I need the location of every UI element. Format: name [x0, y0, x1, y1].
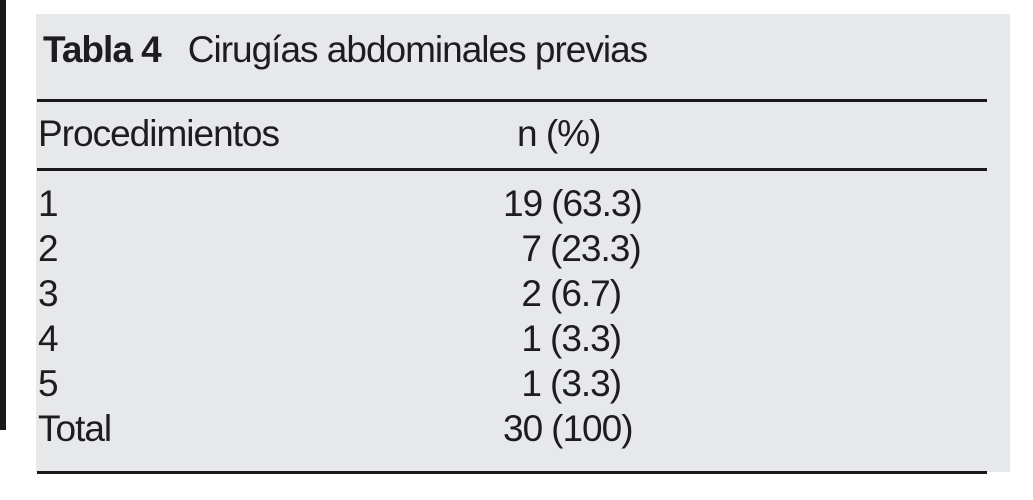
table-row: 3 2 (6.7): [38, 271, 1008, 316]
row-pct-value: (3.3): [550, 362, 622, 404]
row-n-value: 30: [503, 407, 543, 449]
row-pct-value: (63.3): [551, 182, 643, 224]
row-label-cell: 1: [38, 182, 59, 224]
table-rule-header: [37, 168, 987, 171]
row-pct-value: (23.3): [550, 227, 642, 269]
table-header-row: Procedimientos n (%): [38, 102, 1008, 165]
row-n-value: 2: [521, 272, 542, 314]
table-number-label: Tabla 4: [43, 29, 162, 70]
row-label-cell: Total: [38, 407, 112, 449]
table-title: Tabla 4 Cirugías abdominales previas: [43, 29, 648, 70]
table-rule-bottom: [37, 471, 987, 474]
row-n-value: 19: [503, 182, 543, 224]
row-label-cell: 5: [38, 362, 59, 404]
table-body: 1 19 (63.3) 2 7 (23.3) 3 2 (6.7) 4 1 (3.…: [38, 171, 1008, 451]
table-row: 2 7 (23.3): [38, 226, 1008, 271]
table-row: 5 1 (3.3): [38, 361, 1008, 406]
row-n-value: 7: [521, 227, 542, 269]
column-header-procedimientos: Procedimientos: [38, 112, 280, 154]
table-rule-top: [37, 99, 987, 102]
row-n-value: 1: [521, 317, 542, 359]
table-row: 4 1 (3.3): [38, 316, 1008, 361]
row-label-cell: 4: [38, 317, 59, 359]
table-panel: Tabla 4 Cirugías abdominales previas Proc…: [36, 14, 1010, 474]
row-n-value: 1: [521, 362, 542, 404]
table-caption: Cirugías abdominales previas: [187, 29, 648, 70]
row-pct-value: (3.3): [550, 317, 622, 359]
column-header-n-pct: n (%): [517, 112, 601, 154]
row-pct-value: (100): [551, 407, 633, 449]
table-row: 1 19 (63.3): [38, 181, 1008, 226]
table-row-total: Total 30 (100): [38, 406, 1008, 451]
page-edge-artifact: [0, 0, 6, 430]
row-label-cell: 3: [38, 272, 59, 314]
row-pct-value: (6.7): [550, 272, 622, 314]
row-label-cell: 2: [38, 227, 59, 269]
